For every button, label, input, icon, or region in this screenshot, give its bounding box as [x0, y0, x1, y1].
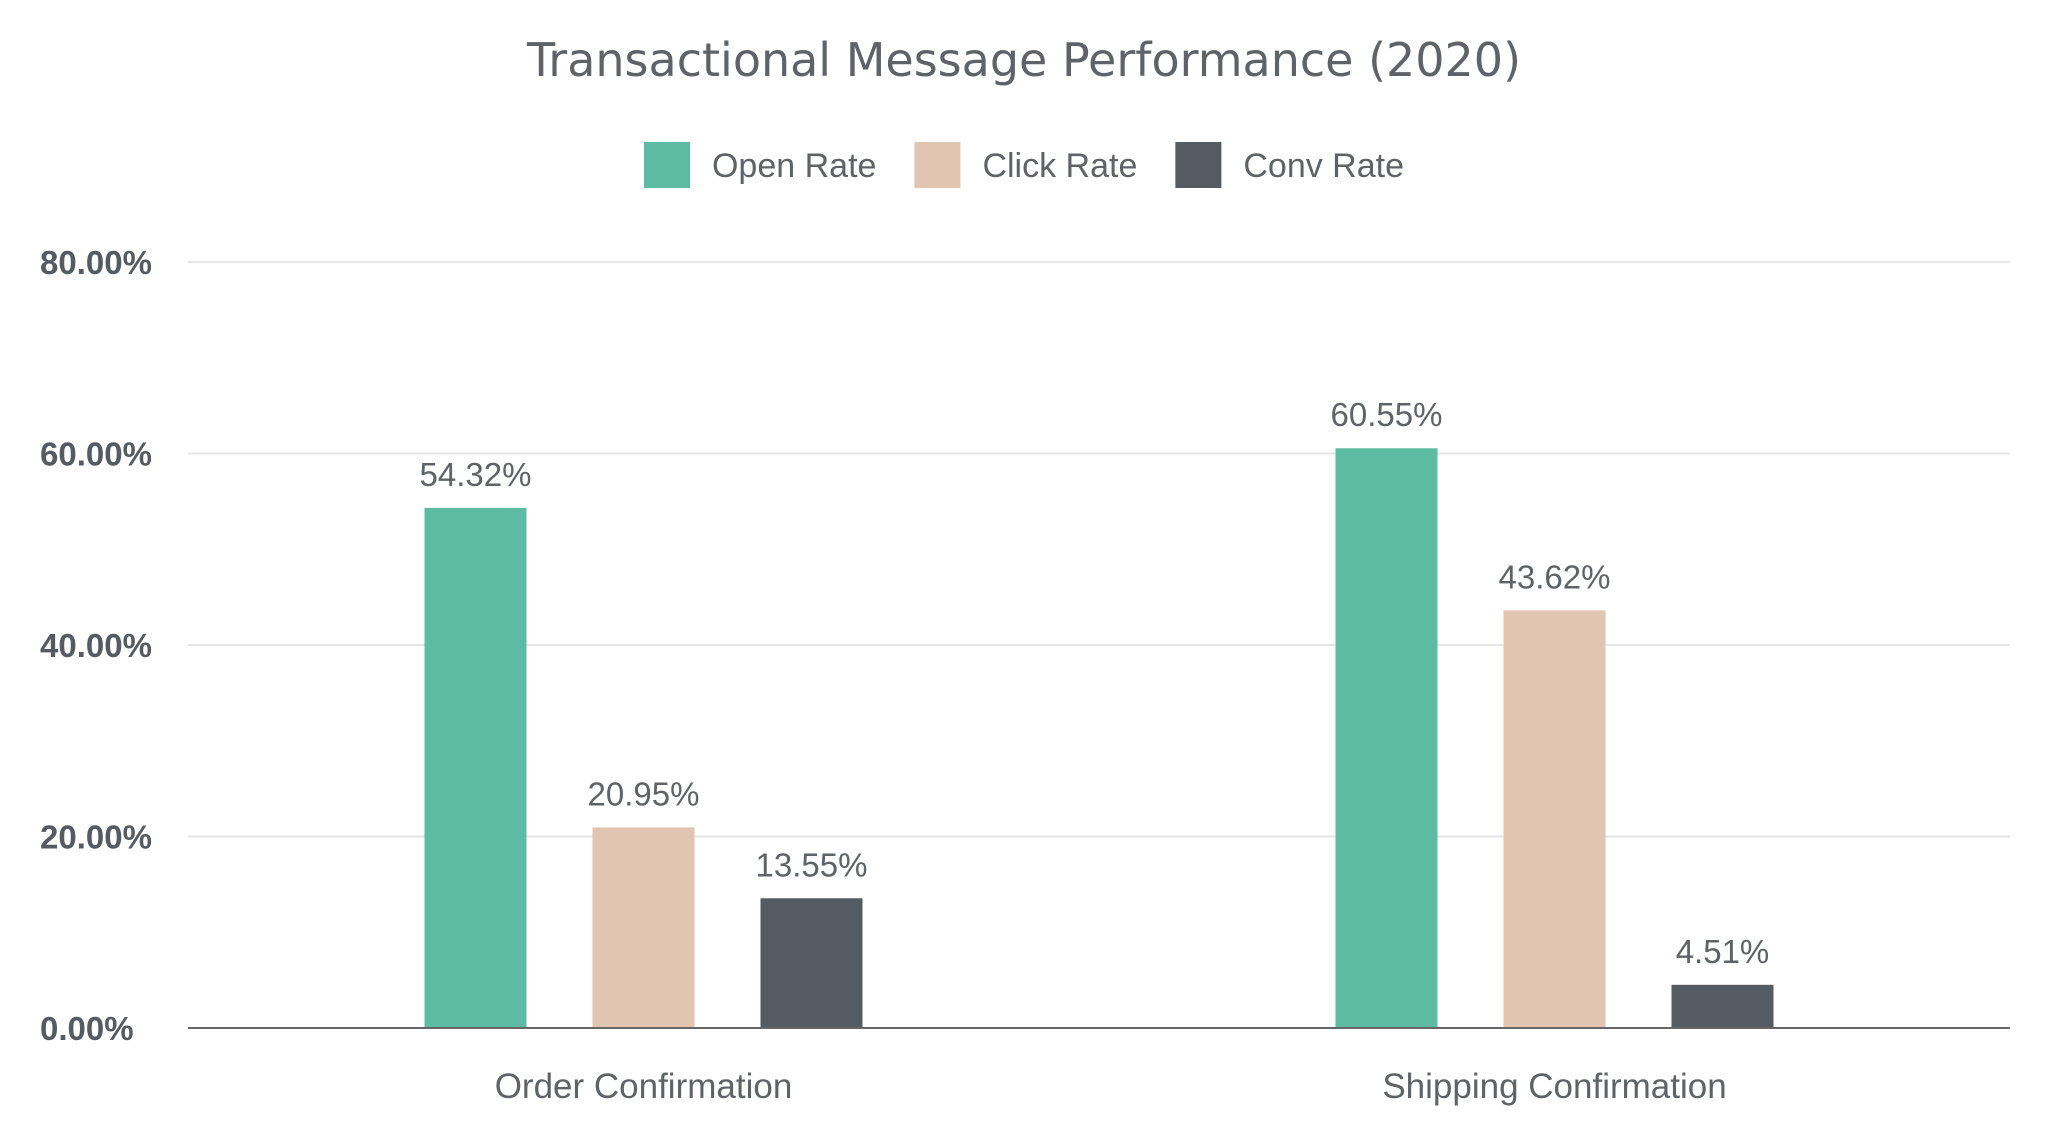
legend-swatch	[1175, 142, 1222, 188]
bar-click-rate-1	[592, 827, 695, 1028]
y-tick-label: 80.00%	[40, 244, 152, 281]
data-labels: 54.32% 20.95% 13.55% 60.55% 43.62% 4.51%	[420, 396, 1770, 970]
data-label: 13.55%	[756, 846, 868, 883]
data-label: 4.51%	[1676, 933, 1770, 970]
chart-title: Transactional Message Performance (2020)	[526, 33, 1521, 87]
y-tick-label: 40.00%	[40, 627, 152, 664]
data-label: 43.62%	[1499, 558, 1611, 595]
y-tick-label: 20.00%	[40, 819, 152, 856]
bar-open-rate-1	[424, 507, 527, 1028]
legend-label: Conv Rate	[1243, 147, 1404, 185]
y-tick-label: 0.00%	[40, 1010, 134, 1047]
y-tick-label: 60.00%	[40, 436, 152, 473]
bars	[424, 448, 1774, 1028]
data-label: 60.55%	[1331, 396, 1443, 433]
y-axis: 0.00% 20.00% 40.00% 60.00% 80.00%	[40, 244, 152, 1047]
x-tick-label: Shipping Confirmation	[1382, 1067, 1726, 1106]
data-label: 54.32%	[420, 456, 532, 493]
bar-click-rate-2	[1503, 610, 1606, 1028]
x-tick-label: Order Confirmation	[495, 1067, 793, 1106]
bar-conv-rate-2	[1671, 984, 1774, 1028]
legend-label: Click Rate	[982, 147, 1137, 185]
legend-swatch	[914, 142, 961, 188]
x-axis: Order Confirmation Shipping Confirmation	[188, 1027, 2010, 1106]
bar-conv-rate-1	[760, 898, 863, 1028]
bar-open-rate-2	[1335, 448, 1438, 1028]
data-label: 20.95%	[588, 775, 700, 812]
legend-label: Open Rate	[712, 147, 876, 185]
legend: Open Rate Click Rate Conv Rate	[643, 142, 1404, 188]
legend-swatch	[643, 142, 690, 188]
